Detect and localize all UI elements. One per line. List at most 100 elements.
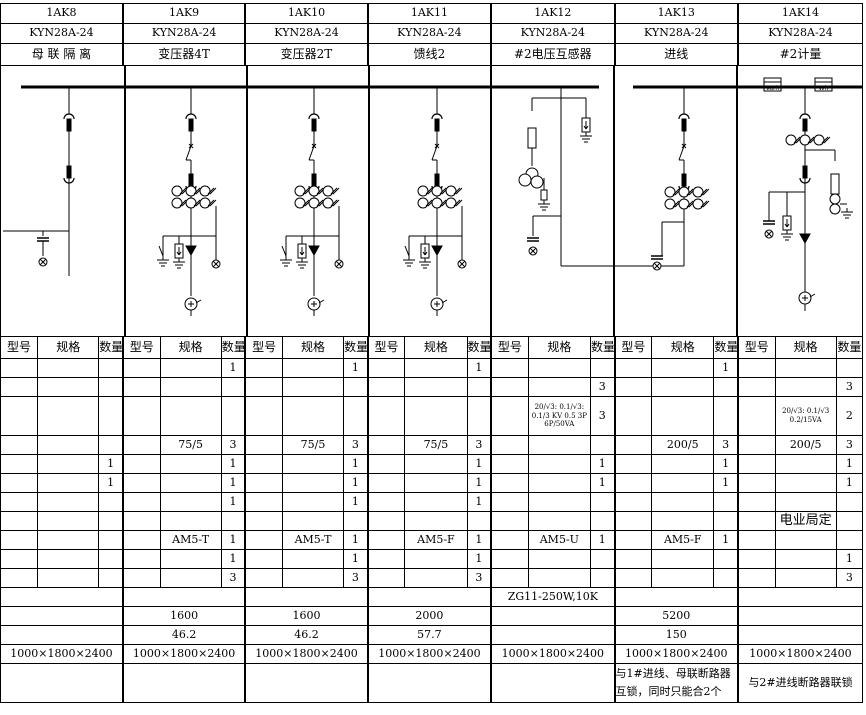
spec-cell [281,473,345,493]
summary-cell [490,606,616,626]
panel-id: 1AK14 [736,3,863,24]
summary-cell: 46.2 [244,625,369,645]
summary-cell: 5200 [613,606,739,626]
current-transformer-icon [322,185,334,197]
wire [425,199,433,207]
qty-cell: 1 [589,473,616,493]
wire [784,223,788,228]
header-qty: 数量 [835,336,864,359]
spec-cell: 75/5 [281,435,345,455]
qty-cell: 1 [589,530,616,550]
spec-cell: 75/5 [159,435,222,455]
spec-cell [281,568,345,588]
qty-cell: 1 [466,358,492,378]
qty-cell [589,549,616,569]
header-qty: 数量 [343,336,369,359]
spec-cell [159,492,222,512]
wire [424,251,428,256]
type-cell [490,549,529,569]
qty-cell: 1 [835,549,864,569]
summary-cell [613,587,739,607]
qty-cell: 1 [220,473,246,493]
type-cell [366,530,406,550]
current-transformer-icon [185,185,197,197]
wire [453,187,461,195]
header-qty: 数量 [98,336,124,359]
qty-cell [466,511,492,531]
type-cell [0,435,39,455]
summary-cell: 46.2 [121,625,246,645]
spec-cell [37,454,100,474]
panel-name: 进线 [613,43,739,66]
wire [786,223,790,228]
type-cell [366,396,406,436]
spec-cell: AM5-T [159,530,222,550]
qty-cell [713,396,739,436]
type-cell [0,473,39,493]
qty-cell [98,435,124,455]
type-cell [366,435,406,455]
wire [404,245,410,257]
spec-cell [159,511,222,531]
qty-cell: 3 [589,396,616,436]
spec-cell [527,358,591,378]
spec-cell [774,492,837,512]
wire [39,258,47,266]
spec-cell [774,454,837,474]
type-cell [736,492,776,512]
qty-cell [466,377,492,397]
header-type: 型号 [0,336,39,359]
spec-cell [37,473,100,493]
type-cell [244,473,283,493]
current-transformer-icon [431,185,443,197]
breaker-icon [311,143,317,149]
type-cell [366,511,406,531]
qty-cell: 1 [835,473,864,493]
meter-icon [814,77,833,92]
header-spec: 规格 [37,336,100,359]
current-transformer-icon [692,198,704,210]
qty-cell [343,377,369,397]
spec-cell [281,492,345,512]
current-transformer-icon [294,185,306,197]
qty-cell: 1 [466,492,492,512]
spec-cell [651,358,715,378]
type-cell [244,435,283,455]
qty-cell: 1 [466,549,492,569]
current-transformer-icon [417,185,429,197]
spec-cell [281,454,345,474]
type-cell [736,435,776,455]
spec-cell [37,377,100,397]
voltage-transformer-icon [518,173,532,187]
summary-cell: 150 [613,625,739,645]
type-cell [613,396,653,436]
qty-cell: 3 [466,435,492,455]
spec-cell [651,377,715,397]
qty-cell: 1 [220,530,246,550]
summary-cell [490,625,616,645]
summary-cell [736,625,863,645]
type-cell [490,435,529,455]
breaker-icon [431,145,438,161]
wire [299,251,303,256]
type-cell [0,530,39,550]
voltage-transformer-icon [829,203,841,215]
wire [195,299,202,304]
wire [302,187,310,195]
type-cell [736,454,776,474]
wire [439,187,447,195]
summary-cell: 1000×1800×2400 [490,644,616,664]
qty-cell: 1 [220,492,246,512]
type-cell [244,530,283,550]
qty-cell [835,511,864,531]
spec-cell [281,549,345,569]
current-transformer-icon [294,197,306,209]
type-cell [121,473,161,493]
qty-cell [713,377,739,397]
spec-cell [404,454,468,474]
contact-icon [681,118,687,132]
type-cell [490,530,529,550]
panel-model: KYN28A-24 [0,23,124,44]
type-cell [490,377,529,397]
header-qty: 数量 [713,336,739,359]
